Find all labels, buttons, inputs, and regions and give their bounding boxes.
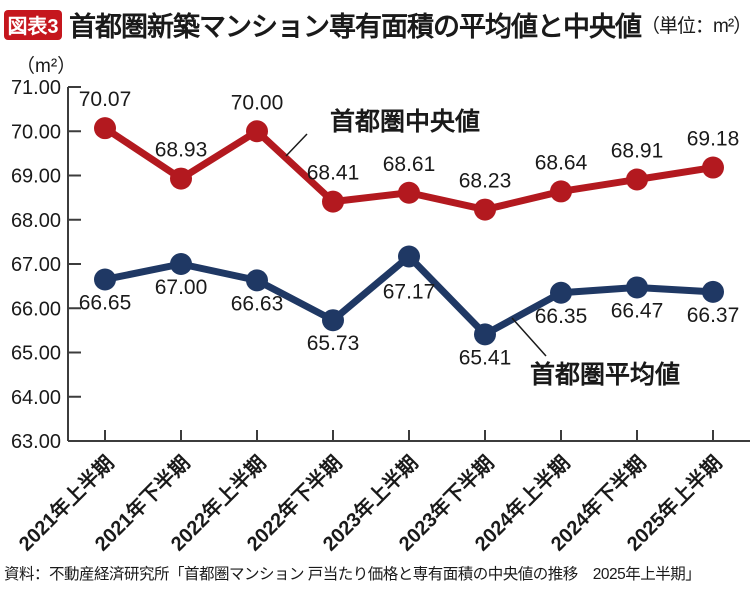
callout-leader-median (285, 133, 308, 157)
series-point-0-2 (246, 120, 268, 143)
chart-title-unit: （単位：m²） (641, 16, 752, 37)
data-label: 68.61 (383, 153, 436, 176)
data-label: 66.35 (535, 305, 588, 328)
series-point-0-7 (626, 168, 648, 191)
series-point-0-1 (170, 167, 192, 190)
y-tick-label: 70.00 (11, 121, 61, 143)
series-point-1-6 (550, 281, 572, 304)
chart-canvas: 71.00 70.00 69.00 68.00 67.00 66.00 65.00 64.00… (11, 55, 750, 556)
data-label: 68.91 (611, 139, 664, 162)
data-label: 68.64 (535, 151, 588, 174)
y-tick-label: 65.00 (11, 343, 61, 365)
data-label: 69.18 (687, 128, 740, 151)
series-point-1-2 (246, 269, 268, 292)
series-point-1-0 (94, 268, 116, 291)
series-point-0-3 (322, 190, 344, 213)
y-tick-label: 69.00 (11, 166, 61, 188)
y-tick-label: 71.00 (11, 77, 61, 99)
series-callout-average: 首都圏平均値 (530, 360, 680, 389)
data-label: 65.73 (307, 332, 360, 355)
data-label: 67.00 (155, 276, 208, 299)
y-unit-label: （m²） (16, 55, 76, 77)
data-label: 66.37 (687, 304, 740, 327)
figure-badge: 図表3 (4, 9, 62, 40)
source-note: 資料：不動産経済研究所「首都圏マンション 戸当たり価格と専有面積の中央値の推移 … (4, 566, 701, 583)
y-tick-label: 63.00 (11, 431, 61, 453)
chart-title: 首都圏新築マンション専有面積の平均値と中央値 (69, 12, 642, 42)
chart-header: 図表3 首都圏新築マンション専有面積の平均値と中央値 （単位：m²） (4, 5, 753, 44)
series-point-1-7 (626, 276, 648, 299)
series-point-0-6 (550, 180, 572, 203)
y-tick-label: 66.00 (11, 298, 61, 320)
y-tick-label: 67.00 (11, 254, 61, 276)
data-label: 70.00 (231, 91, 284, 114)
series-point-1-5 (474, 323, 496, 346)
data-label: 67.17 (383, 280, 436, 303)
data-label: 66.65 (79, 291, 132, 314)
series-point-0-0 (94, 117, 116, 140)
series-callout-median: 首都圏中央値 (330, 107, 480, 136)
y-tick-label: 68.00 (11, 210, 61, 232)
series-point-0-5 (474, 198, 496, 221)
data-label: 65.41 (459, 346, 512, 369)
series-point-0-4 (398, 181, 420, 204)
data-label: 68.41 (307, 162, 360, 185)
y-tick-label: 64.00 (11, 387, 61, 409)
data-label: 66.63 (231, 292, 284, 315)
series-point-0-8 (702, 156, 724, 179)
series-point-1-1 (170, 253, 192, 275)
series-point-1-4 (398, 245, 420, 268)
data-label: 68.23 (459, 170, 512, 193)
callout-leader-average (511, 317, 547, 357)
series-point-1-3 (322, 309, 344, 332)
data-label: 70.07 (79, 88, 132, 111)
data-label: 68.93 (155, 139, 208, 162)
series-point-1-8 (702, 280, 724, 303)
data-label: 66.47 (611, 299, 664, 322)
